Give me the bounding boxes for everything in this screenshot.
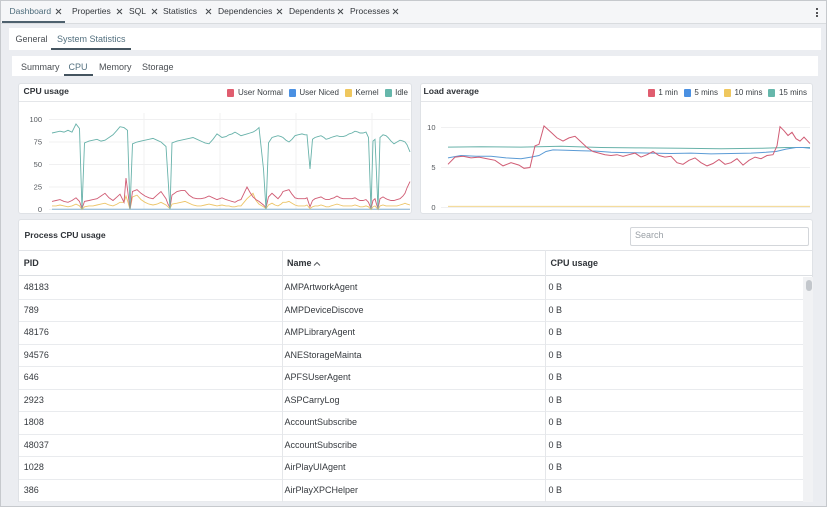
- svg-text:50: 50: [33, 160, 41, 169]
- svg-text:0: 0: [431, 203, 435, 212]
- svg-text:25: 25: [33, 183, 41, 192]
- svg-text:75: 75: [33, 138, 41, 147]
- svg-text:10: 10: [427, 123, 435, 132]
- svg-text:100: 100: [29, 115, 42, 124]
- svg-text:5: 5: [431, 163, 435, 172]
- svg-text:0: 0: [37, 205, 41, 214]
